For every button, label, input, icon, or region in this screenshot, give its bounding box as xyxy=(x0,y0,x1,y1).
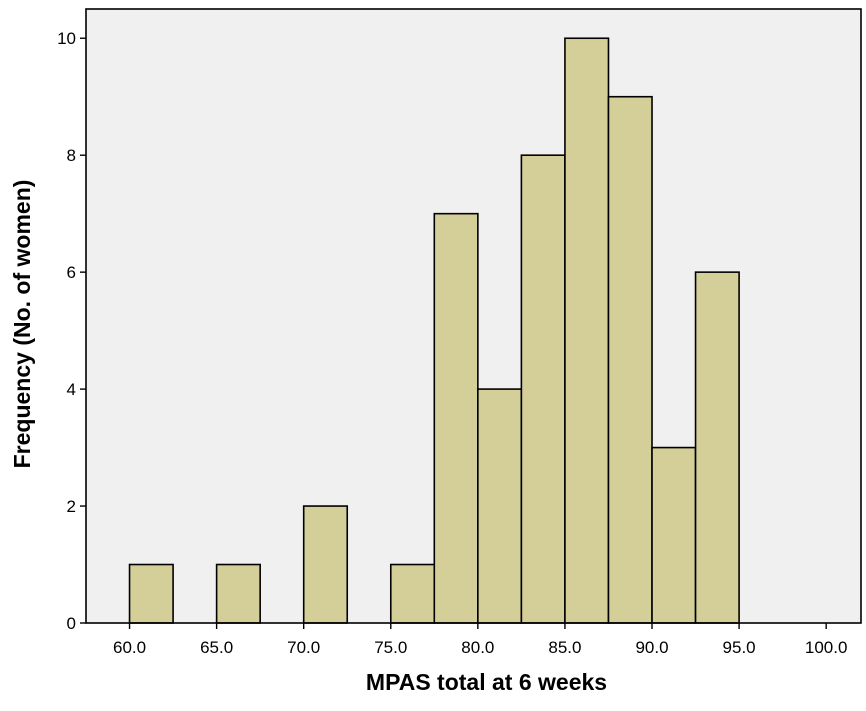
histogram-bar xyxy=(215,563,261,624)
y-tick-label: 10 xyxy=(57,29,76,48)
y-tick-label: 0 xyxy=(67,614,76,633)
histogram-bar xyxy=(302,505,349,624)
x-tick-label: 85.0 xyxy=(548,638,581,657)
x-tick-label: 70.0 xyxy=(287,638,320,657)
x-tick-label: 95.0 xyxy=(723,638,756,657)
y-tick-label: 6 xyxy=(67,263,76,282)
bars-group xyxy=(128,37,740,624)
histogram-bar xyxy=(520,154,566,624)
histogram-bar xyxy=(389,563,436,624)
x-axis: 60.0 65.0 70.0 75.0 80.0 85.0 90.0 95.0 100.0 xyxy=(113,623,847,657)
x-tick-label: 90.0 xyxy=(635,638,668,657)
y-tick-label: 2 xyxy=(67,497,76,516)
plot-frame xyxy=(85,8,862,624)
x-tick-label: 75.0 xyxy=(374,638,407,657)
x-tick-label: 80.0 xyxy=(461,638,494,657)
y-axis-label: Frequency (No. of women) xyxy=(9,180,35,469)
y-tick-label: 8 xyxy=(67,146,76,165)
x-tick-label: 65.0 xyxy=(200,638,233,657)
y-tick-label: 4 xyxy=(67,380,76,399)
y-axis: 0 2 4 6 8 10 xyxy=(57,29,86,633)
histogram-bar xyxy=(607,95,653,624)
histogram-bar xyxy=(694,271,740,624)
histogram-bar xyxy=(433,212,479,624)
histogram-bar xyxy=(651,446,697,624)
histogram-bar xyxy=(477,388,523,624)
histogram-bar xyxy=(564,37,610,624)
x-tick-label: 100.0 xyxy=(805,638,848,657)
x-axis-label: MPAS total at 6 weeks xyxy=(366,669,607,695)
x-tick-label: 60.0 xyxy=(113,638,146,657)
histogram-bar xyxy=(128,563,174,624)
